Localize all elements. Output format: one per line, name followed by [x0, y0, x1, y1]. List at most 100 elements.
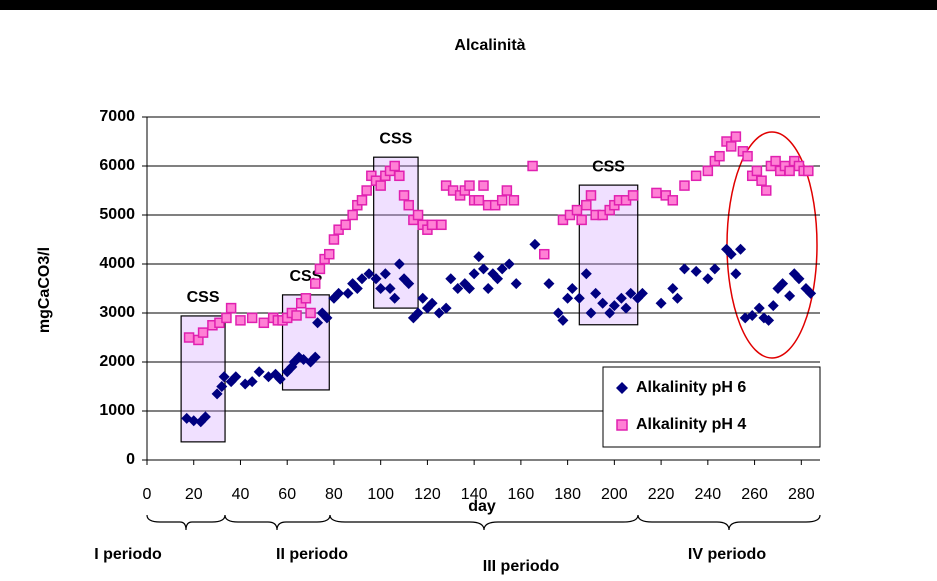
point	[324, 248, 335, 260]
point	[527, 160, 538, 172]
point	[347, 209, 358, 221]
point	[333, 287, 345, 299]
point	[309, 351, 321, 363]
point	[508, 195, 520, 206]
point	[604, 307, 616, 319]
point	[636, 287, 648, 299]
point	[777, 278, 789, 290]
point	[375, 180, 386, 191]
point	[211, 388, 223, 400]
point	[464, 180, 475, 191]
point	[440, 302, 452, 314]
point	[478, 263, 489, 275]
x-tick-label: 100	[367, 486, 394, 503]
x-tick-label: 140	[461, 486, 488, 503]
x-tick-label: 200	[601, 486, 628, 503]
point	[384, 283, 396, 294]
x-tick-label: 40	[232, 486, 250, 503]
region-label: CSS	[187, 289, 220, 306]
point	[398, 190, 410, 201]
point	[188, 415, 200, 427]
point	[473, 251, 485, 263]
point	[363, 268, 375, 280]
point	[393, 258, 405, 270]
x-tick-label: 20	[185, 486, 203, 503]
point	[482, 283, 494, 294]
x-axis-label: day	[468, 498, 496, 515]
point	[702, 273, 714, 285]
point	[805, 287, 817, 299]
point	[566, 283, 578, 294]
point	[379, 268, 391, 280]
y-tick-label: 0	[126, 451, 135, 468]
point	[314, 263, 326, 275]
y-tick-label: 1000	[99, 402, 135, 419]
point	[463, 283, 475, 294]
point	[580, 268, 592, 280]
point	[581, 199, 592, 211]
point	[616, 382, 628, 394]
point	[375, 283, 387, 294]
point	[199, 411, 211, 423]
point	[340, 219, 351, 231]
point	[784, 165, 795, 177]
point	[235, 315, 246, 326]
point	[321, 312, 333, 324]
point	[436, 219, 447, 231]
x-tick-label: 60	[278, 486, 296, 503]
point	[562, 292, 574, 304]
point	[590, 287, 602, 299]
point	[291, 310, 302, 321]
point	[361, 185, 372, 196]
point	[761, 185, 772, 196]
period-label: I periodo	[94, 546, 162, 563]
y-tick-label: 4000	[99, 255, 135, 272]
point	[552, 307, 564, 319]
point	[328, 234, 340, 245]
point	[608, 300, 620, 312]
point	[300, 293, 312, 304]
point	[403, 199, 414, 211]
point	[473, 195, 485, 206]
y-tick-label: 5000	[99, 206, 135, 223]
period-label: II periodo	[276, 546, 348, 563]
point	[543, 278, 555, 290]
y-tick-label: 7000	[99, 108, 135, 125]
point	[356, 195, 368, 206]
point	[403, 278, 415, 290]
point	[445, 273, 457, 285]
point	[730, 131, 742, 142]
chart-title: Alcalinità	[454, 37, 525, 54]
period-label: III periodo	[483, 558, 560, 575]
point	[557, 314, 569, 326]
point	[784, 290, 796, 302]
point	[503, 258, 515, 270]
point	[417, 292, 429, 304]
point	[690, 265, 702, 277]
point	[529, 238, 541, 250]
point	[258, 317, 270, 329]
period-braces	[146, 514, 821, 531]
point	[221, 312, 232, 324]
point	[312, 317, 324, 329]
point	[225, 302, 237, 314]
point	[468, 268, 480, 280]
point	[702, 165, 714, 177]
period-label: IV periodo	[688, 546, 766, 563]
x-tick-label: 240	[694, 486, 721, 503]
point	[655, 297, 667, 309]
point	[412, 209, 424, 221]
point	[501, 185, 513, 196]
point	[342, 287, 354, 299]
point	[671, 292, 683, 304]
point	[678, 263, 690, 275]
point	[709, 263, 721, 275]
top-bar	[0, 0, 937, 10]
point	[426, 297, 438, 309]
point	[496, 195, 508, 206]
point	[197, 327, 209, 338]
point	[394, 170, 405, 182]
point	[746, 309, 758, 321]
point	[667, 195, 679, 206]
